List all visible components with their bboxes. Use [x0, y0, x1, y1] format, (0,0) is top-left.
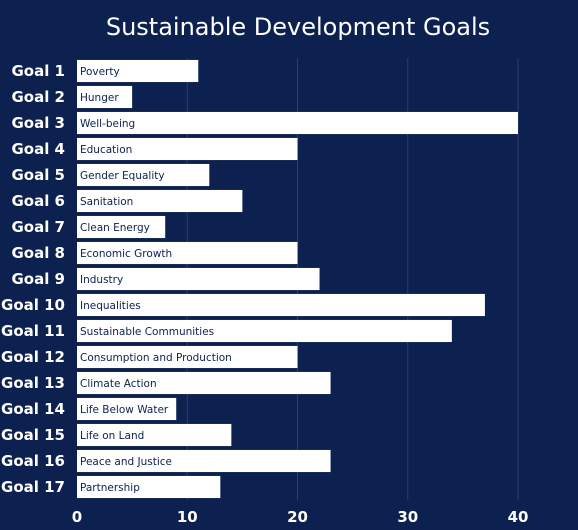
- bar-label: Sanitation: [80, 196, 133, 208]
- y-tick-label: Goal 13: [1, 374, 65, 392]
- x-axis-ticks: 0 10 20 30 40: [72, 508, 529, 526]
- bar-label: Industry: [80, 274, 123, 286]
- bar: [77, 137, 298, 161]
- bar-label: Economic Growth: [80, 248, 172, 260]
- y-tick-label: Goal 11: [1, 322, 65, 340]
- bar-label: Sustainable Communities: [80, 326, 214, 338]
- bar-label: Consumption and Production: [80, 352, 232, 364]
- y-tick-label: Goal 4: [11, 140, 65, 158]
- y-tick-label: Goal 10: [1, 296, 65, 314]
- bar: [77, 371, 331, 395]
- x-tick-label: 20: [287, 508, 308, 526]
- bar-label: Inequalities: [80, 300, 141, 312]
- y-tick-label: Goal 2: [11, 88, 65, 106]
- bar: [77, 293, 485, 317]
- bar: [77, 423, 232, 447]
- bar-label: Life on Land: [80, 430, 144, 442]
- bar-label: Hunger: [80, 92, 119, 104]
- y-tick-label: Goal 6: [11, 192, 65, 210]
- x-tick-label: 10: [177, 508, 198, 526]
- bar: [77, 241, 298, 265]
- y-tick-label: Goal 8: [11, 244, 65, 262]
- y-tick-label: Goal 16: [1, 452, 65, 470]
- bar-label: Gender Equality: [80, 170, 165, 182]
- bar: [77, 475, 221, 499]
- bar-label: Climate Action: [80, 378, 157, 390]
- bar-label: Partnership: [80, 482, 140, 494]
- bar-label: Education: [80, 144, 132, 156]
- bar: [77, 449, 331, 473]
- y-tick-label: Goal 17: [1, 478, 65, 496]
- bar-label: Life Below Water: [80, 404, 169, 416]
- bar: [77, 59, 199, 83]
- x-tick-label: 0: [72, 508, 82, 526]
- x-tick-label: 40: [508, 508, 529, 526]
- y-tick-label: Goal 7: [11, 218, 65, 236]
- y-tick-label: Goal 12: [1, 348, 65, 366]
- bar: [77, 345, 298, 369]
- y-tick-label: Goal 14: [1, 400, 65, 418]
- y-tick-label: Goal 3: [11, 114, 65, 132]
- bar-label: Well-being: [80, 118, 135, 130]
- y-tick-label: Goal 9: [11, 270, 65, 288]
- bar: [77, 319, 452, 343]
- bar: [77, 111, 518, 135]
- y-tick-label: Goal 15: [1, 426, 65, 444]
- bar: [77, 163, 210, 187]
- bar-label: Clean Energy: [80, 222, 150, 234]
- bar: [77, 215, 166, 239]
- bar: [77, 189, 243, 213]
- bar: [77, 397, 177, 421]
- chart-title: Sustainable Development Goals: [106, 13, 490, 41]
- bar: [77, 267, 320, 291]
- y-tick-label: Goal 5: [11, 166, 65, 184]
- bar: [77, 85, 133, 109]
- bar-label: Poverty: [80, 66, 120, 78]
- bars: Poverty Hunger Well-being Education Gender E…: [77, 59, 518, 499]
- y-tick-label: Goal 1: [11, 62, 65, 80]
- x-tick-label: 30: [397, 508, 418, 526]
- bar-label: Peace and Justice: [80, 456, 172, 468]
- y-axis-ticks: Goal 1 Goal 2 Goal 3 Goal 4 Goal 5 Goal 6 Goal…: [1, 62, 65, 496]
